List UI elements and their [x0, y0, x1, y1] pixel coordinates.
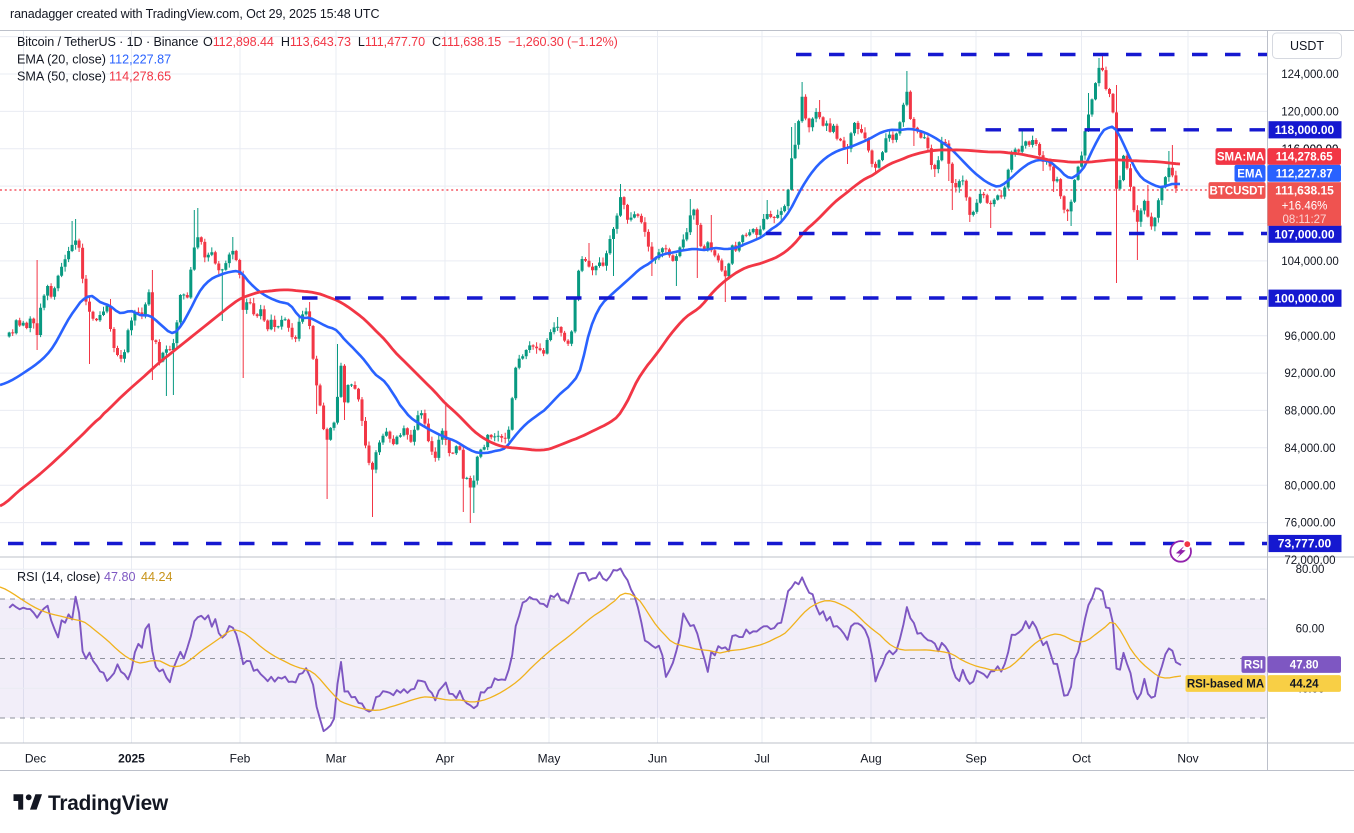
- svg-text:EMA: EMA: [1237, 168, 1263, 180]
- svg-text:120,000.00: 120,000.00: [1281, 107, 1339, 119]
- svg-text:USDT: USDT: [1290, 39, 1324, 53]
- svg-text:124,000.00: 124,000.00: [1281, 69, 1339, 81]
- svg-text:Bitcoin / TetherUS · 1D · Bina: Bitcoin / TetherUS · 1D · Binance O112,89…: [17, 35, 618, 49]
- svg-text:BTCUSDT: BTCUSDT: [1210, 186, 1265, 198]
- svg-text:Nov: Nov: [1177, 752, 1198, 766]
- svg-text:+16.46%: +16.46%: [1282, 200, 1328, 212]
- svg-text:80,000.00: 80,000.00: [1284, 480, 1335, 492]
- svg-text:Jun: Jun: [648, 752, 667, 766]
- svg-text:114,278.65: 114,278.65: [1276, 152, 1334, 164]
- svg-text:84,000.00: 84,000.00: [1284, 443, 1335, 455]
- svg-text:EMA (20, close)112,227.87: EMA (20, close) 112,227.87: [17, 53, 171, 67]
- svg-text:Oct: Oct: [1072, 752, 1091, 766]
- svg-text:Dec: Dec: [25, 752, 46, 766]
- svg-text:TradingView: TradingView: [48, 792, 169, 815]
- svg-text:RSI-based MA: RSI-based MA: [1187, 679, 1264, 691]
- svg-text:44.24: 44.24: [1290, 679, 1319, 691]
- svg-text:RSI: RSI: [1244, 660, 1263, 672]
- svg-text:104,000.00: 104,000.00: [1281, 256, 1339, 268]
- svg-text:47.80: 47.80: [1290, 660, 1319, 672]
- svg-text:Aug: Aug: [860, 752, 881, 766]
- svg-text:SMA (50, close)114,278.65: SMA (50, close) 114,278.65: [17, 70, 171, 84]
- svg-text:May: May: [538, 752, 561, 766]
- svg-text:100,000.00: 100,000.00: [1274, 291, 1334, 305]
- svg-text:76,000.00: 76,000.00: [1284, 518, 1335, 530]
- svg-text:111,638.15: 111,638.15: [1275, 184, 1334, 198]
- svg-text:60.00: 60.00: [1296, 624, 1325, 636]
- svg-text:73,777.00: 73,777.00: [1278, 537, 1332, 551]
- svg-text:Apr: Apr: [436, 752, 455, 766]
- svg-text:92,000.00: 92,000.00: [1284, 368, 1335, 380]
- svg-text:ranadagger created with Tradin: ranadagger created with TradingView.com,…: [10, 7, 379, 21]
- svg-text:80.00: 80.00: [1296, 564, 1325, 576]
- svg-text:Jul: Jul: [754, 752, 769, 766]
- svg-text:08:11:27: 08:11:27: [1283, 214, 1327, 226]
- svg-text:2025: 2025: [118, 752, 145, 766]
- svg-text:88,000.00: 88,000.00: [1284, 406, 1335, 418]
- svg-text:107,000.00: 107,000.00: [1274, 227, 1334, 241]
- svg-text:118,000.00: 118,000.00: [1275, 123, 1335, 137]
- svg-text:Feb: Feb: [230, 752, 251, 766]
- svg-text:Mar: Mar: [326, 752, 347, 766]
- svg-text:96,000.00: 96,000.00: [1284, 331, 1335, 343]
- svg-text:Sep: Sep: [965, 752, 987, 766]
- svg-text:SMA:MA: SMA:MA: [1217, 152, 1264, 164]
- svg-text:72,000.00: 72,000.00: [1284, 555, 1335, 567]
- svg-text:112,227.87: 112,227.87: [1276, 168, 1333, 180]
